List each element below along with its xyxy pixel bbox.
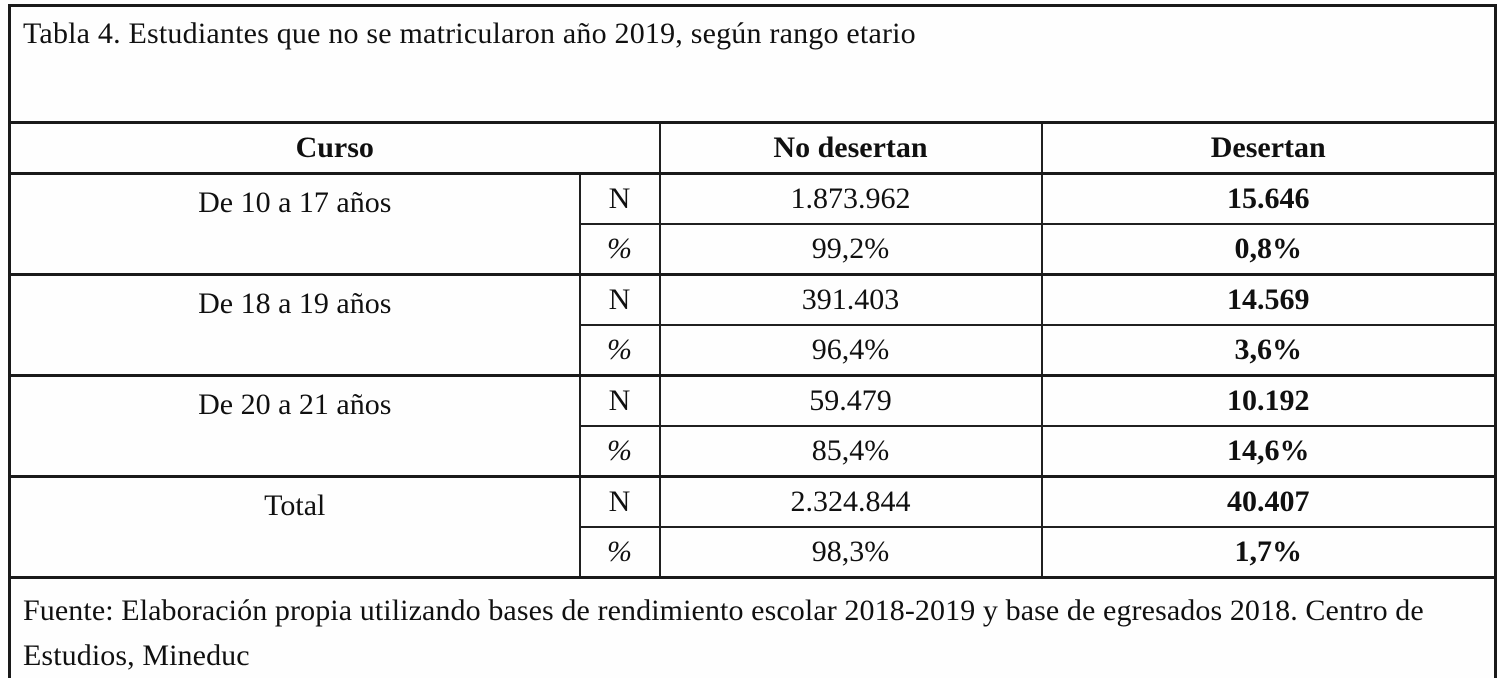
table-row: De 18 a 19 años N 391.403 14.569 — [8, 273, 1497, 377]
cell-desertan-n: 40.407 — [1040, 475, 1497, 528]
cell-no-desertan-n: 391.403 — [658, 273, 1043, 326]
measure-label-n: N — [578, 475, 661, 528]
row-label-age-10-17: De 10 a 17 años — [8, 172, 581, 276]
cell-no-desertan-pct: 96,4% — [658, 324, 1043, 377]
measure-label-n: N — [578, 172, 661, 225]
table-row: De 10 a 17 años N 1.873.962 15.646 — [8, 172, 1497, 276]
table-row: Total N 2.324.844 40.407 — [8, 475, 1497, 579]
table-header-row: Curso No desertan Desertan — [8, 121, 1497, 175]
table-row: % 85,4% 14,6% — [10, 425, 1497, 478]
cell-desertan-n: 14.569 — [1040, 273, 1497, 326]
row-label-age-18-19: De 18 a 19 años — [8, 273, 581, 377]
cell-desertan-pct: 1,7% — [1040, 526, 1497, 579]
measure-label-pct: % — [578, 425, 661, 478]
column-header-no-desertan: No desertan — [658, 121, 1043, 175]
row-label-age-20-21: De 20 a 21 años — [8, 374, 581, 478]
row-label-total: Total — [8, 475, 581, 579]
cell-no-desertan-pct: 98,3% — [658, 526, 1043, 579]
measure-label-n: N — [578, 374, 661, 427]
table-title: Tabla 4. Estudiantes que no se matricula… — [8, 4, 1497, 124]
cell-desertan-pct: 3,6% — [1040, 324, 1497, 377]
table-title-row: Tabla 4. Estudiantes que no se matricula… — [8, 4, 1497, 124]
cell-desertan-pct: 0,8% — [1040, 223, 1497, 276]
cell-desertan-pct: 14,6% — [1040, 425, 1497, 478]
table-row: De 20 a 21 años N 59.479 10.192 — [8, 374, 1497, 478]
column-header-desertan: Desertan — [1040, 121, 1497, 175]
measure-label-pct: % — [578, 526, 661, 579]
source-note: Fuente: Elaboración propia utilizando ba… — [8, 576, 1497, 678]
cell-no-desertan-n: 59.479 — [658, 374, 1043, 427]
cell-no-desertan-pct: 85,4% — [658, 425, 1043, 478]
table-row: % 98,3% 1,7% — [10, 526, 1497, 579]
column-header-curso: Curso — [8, 121, 661, 175]
cell-desertan-n: 15.646 — [1040, 172, 1497, 225]
table-row: % 99,2% 0,8% — [10, 223, 1497, 276]
measure-label-pct: % — [578, 223, 661, 276]
cell-no-desertan-n: 2.324.844 — [658, 475, 1043, 528]
cell-no-desertan-pct: 99,2% — [658, 223, 1043, 276]
measure-label-pct: % — [578, 324, 661, 377]
measure-label-n: N — [578, 273, 661, 326]
cell-no-desertan-n: 1.873.962 — [658, 172, 1043, 225]
students-not-enrolled-table: Tabla 4. Estudiantes que no se matricula… — [8, 4, 1498, 678]
cell-desertan-n: 10.192 — [1040, 374, 1497, 427]
table-row: % 96,4% 3,6% — [10, 324, 1497, 377]
table-source-row: Fuente: Elaboración propia utilizando ba… — [8, 576, 1497, 678]
